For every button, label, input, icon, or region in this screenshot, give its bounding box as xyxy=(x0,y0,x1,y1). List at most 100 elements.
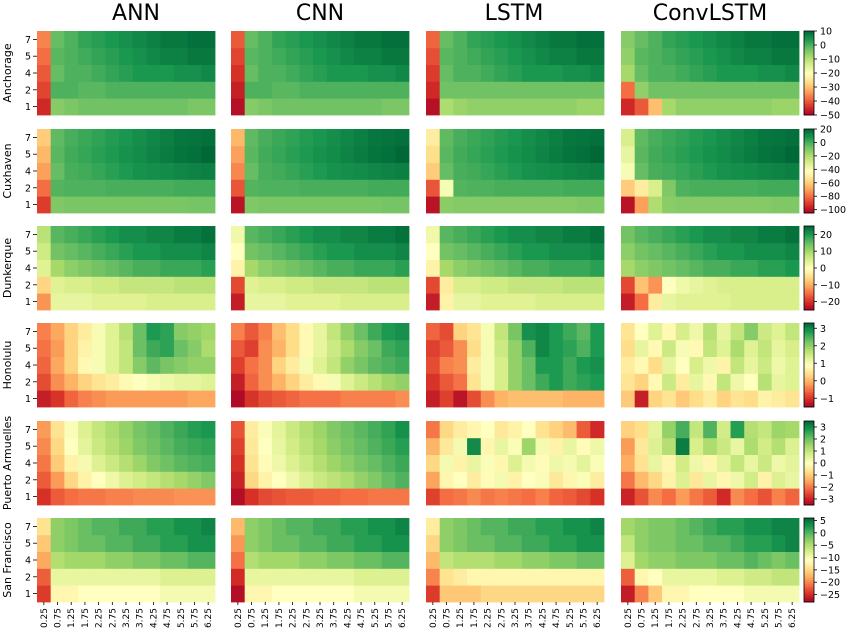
heatmap-cell xyxy=(689,226,704,244)
heatmap-cell xyxy=(381,471,396,489)
heatmap-cell xyxy=(231,64,246,82)
heatmap-cell xyxy=(313,196,328,214)
heatmap-cell xyxy=(64,518,79,536)
heatmap-cell xyxy=(744,31,759,49)
colorbar-segment xyxy=(804,335,814,338)
colorbar-segment xyxy=(804,554,814,557)
heatmap-cell xyxy=(160,390,175,408)
x-tick-label: 1.25 xyxy=(651,608,661,628)
colorbar-tick-label: 3 xyxy=(820,324,826,335)
heatmap-cell xyxy=(146,323,161,341)
heatmap-cell xyxy=(354,339,369,357)
heatmap-cell xyxy=(395,47,410,65)
heatmap-cell xyxy=(105,373,120,391)
heatmap-cell xyxy=(173,81,189,99)
colorbar-segment xyxy=(804,109,814,112)
heatmap-cell xyxy=(703,585,718,603)
heatmap-cell xyxy=(78,64,93,82)
heatmap-cell xyxy=(395,323,410,341)
colorbar-segment xyxy=(804,523,814,526)
heatmap-cell xyxy=(91,259,106,277)
heatmap-cell xyxy=(535,421,550,439)
heatmap-cell xyxy=(562,145,578,163)
colorbar-segment xyxy=(804,36,814,39)
heatmap-cell xyxy=(354,162,369,180)
colorbar-segment xyxy=(804,518,814,520)
heatmap-cell xyxy=(160,339,175,357)
heatmap-cell xyxy=(785,471,800,489)
heatmap-cell xyxy=(201,437,216,455)
heatmap-cell xyxy=(785,568,800,586)
heatmap-cell xyxy=(453,568,468,586)
heatmap-cell xyxy=(395,421,410,439)
heatmap-cell xyxy=(675,276,690,294)
heatmap-cell xyxy=(354,145,369,163)
colorbar-segment xyxy=(804,530,814,533)
heatmap-cell xyxy=(326,276,341,294)
heatmap-cell xyxy=(521,471,536,489)
heatmap-cell xyxy=(590,242,605,260)
x-tick-label: 1.75 xyxy=(470,608,480,628)
heatmap-cell xyxy=(771,145,786,163)
heatmap-cell xyxy=(730,129,745,147)
heatmap-cell xyxy=(771,471,786,489)
heatmap-cell xyxy=(313,518,328,536)
heatmap-cell xyxy=(37,323,52,341)
heatmap-cell xyxy=(716,162,731,180)
heatmap-cell xyxy=(105,568,120,586)
heatmap-cell xyxy=(299,31,314,49)
heatmap-cell xyxy=(64,64,79,82)
heatmap-cell xyxy=(494,226,509,244)
colorbar-segment xyxy=(804,134,814,137)
heatmap-cell xyxy=(326,242,341,260)
heatmap-cell xyxy=(508,259,523,277)
heatmap-cell xyxy=(146,81,161,99)
colorbar-tick-label: −20 xyxy=(820,578,840,589)
heatmap-cell xyxy=(480,242,495,260)
colorbar-segment xyxy=(804,558,814,561)
heatmap-cell xyxy=(105,196,120,214)
colorbar-segment xyxy=(804,108,814,110)
heatmap-cell xyxy=(535,242,550,260)
heatmap-cell xyxy=(621,568,636,586)
heatmap-cell xyxy=(340,471,355,489)
heatmap-cell xyxy=(258,162,273,180)
heatmap-cell xyxy=(730,293,745,311)
heatmap-cell xyxy=(634,421,649,439)
heatmap-cell xyxy=(426,534,441,552)
heatmap-cell xyxy=(521,64,536,82)
colorbar-segment xyxy=(804,151,814,154)
heatmap-cell xyxy=(730,568,745,586)
heatmap-cell xyxy=(105,64,120,82)
heatmap-cell xyxy=(272,276,287,294)
heatmap-cell xyxy=(173,390,189,408)
colorbar-segment xyxy=(804,496,814,499)
heatmap-cell xyxy=(132,145,147,163)
heatmap-cell xyxy=(50,454,65,472)
heatmap-cell xyxy=(744,339,759,357)
colorbar-segment xyxy=(804,446,814,448)
heatmap-cell xyxy=(78,568,93,586)
colorbar-segment xyxy=(804,168,814,170)
heatmap-cell xyxy=(340,437,355,455)
heatmap-cell xyxy=(785,585,800,603)
colorbar-segment xyxy=(804,346,814,349)
heatmap-cell xyxy=(119,568,134,586)
heatmap-cell xyxy=(201,339,216,357)
heatmap-cell xyxy=(105,488,120,506)
heatmap-cell xyxy=(119,98,134,116)
heatmap-cell xyxy=(395,373,410,391)
colorbar-segment xyxy=(804,532,814,534)
heatmap-cell xyxy=(549,518,564,536)
colorbar-segment xyxy=(804,242,814,245)
heatmap-cell xyxy=(634,488,649,506)
heatmap-cell xyxy=(91,98,106,116)
heatmap-cell xyxy=(549,129,564,147)
heatmap-cell xyxy=(78,293,93,311)
heatmap-cell xyxy=(50,98,65,116)
heatmap-cell xyxy=(272,259,287,277)
heatmap-cell xyxy=(785,373,800,391)
y-tick-label: 2 xyxy=(25,183,31,194)
colorbar-segment xyxy=(804,522,814,524)
heatmap-cell xyxy=(146,437,161,455)
